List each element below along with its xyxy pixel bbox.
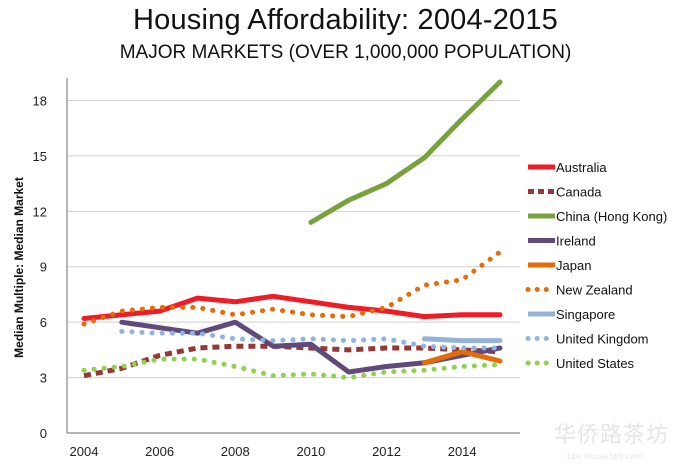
- y-tick-label-9: 9: [40, 260, 47, 275]
- legend-label-united-states: United States: [556, 356, 635, 371]
- series-line-singapore: [421, 336, 503, 344]
- series-line-japan: [421, 349, 503, 366]
- series-line-united-states: [81, 356, 503, 381]
- y-tick-label-18: 18: [33, 93, 47, 108]
- legend-label-japan: Japan: [556, 258, 591, 273]
- y-tick-label-6: 6: [40, 315, 47, 330]
- y-tick-label-3: 3: [40, 371, 47, 386]
- x-tick-label-2014: 2014: [448, 444, 477, 459]
- series-line-australia: [81, 293, 503, 321]
- legend-label-china-hong-kong: China (Hong Kong): [556, 209, 667, 224]
- y-tick-label-15: 15: [33, 149, 47, 164]
- legend-label-singapore: Singapore: [556, 307, 615, 322]
- x-tick-label-2008: 2008: [221, 444, 250, 459]
- y-axis-label: Median Multiple: Median Market: [12, 177, 26, 358]
- series-line-canada: [83, 343, 501, 379]
- chart-subtitle: MAJOR MARKETS (OVER 1,000,000 POPULATION…: [119, 42, 572, 63]
- x-tick-label-2012: 2012: [372, 444, 401, 459]
- x-tick-label-2010: 2010: [296, 444, 325, 459]
- legend-label-canada: Canada: [556, 185, 602, 200]
- x-tick-label-2004: 2004: [70, 444, 99, 459]
- y-tick-label-12: 12: [33, 204, 47, 219]
- y-tick-label-0: 0: [40, 426, 47, 441]
- series-line-new-zealand: [81, 249, 503, 327]
- series-line-united-kingdom: [119, 328, 503, 351]
- watermark-url: bbs.house365.com: [567, 452, 643, 461]
- legend-label-ireland: Ireland: [556, 234, 596, 249]
- x-tick-label-2006: 2006: [145, 444, 174, 459]
- series-line-china-hong-kong: [308, 79, 503, 225]
- chart-title: Housing Affordability: 2004-2015: [132, 4, 559, 36]
- watermark-logo: 华侨路茶坊: [553, 423, 669, 448]
- legend-label-australia: Australia: [556, 160, 607, 175]
- legend-label-united-kingdom: United Kingdom: [556, 332, 649, 347]
- legend-label-new-zealand: New Zealand: [556, 283, 633, 298]
